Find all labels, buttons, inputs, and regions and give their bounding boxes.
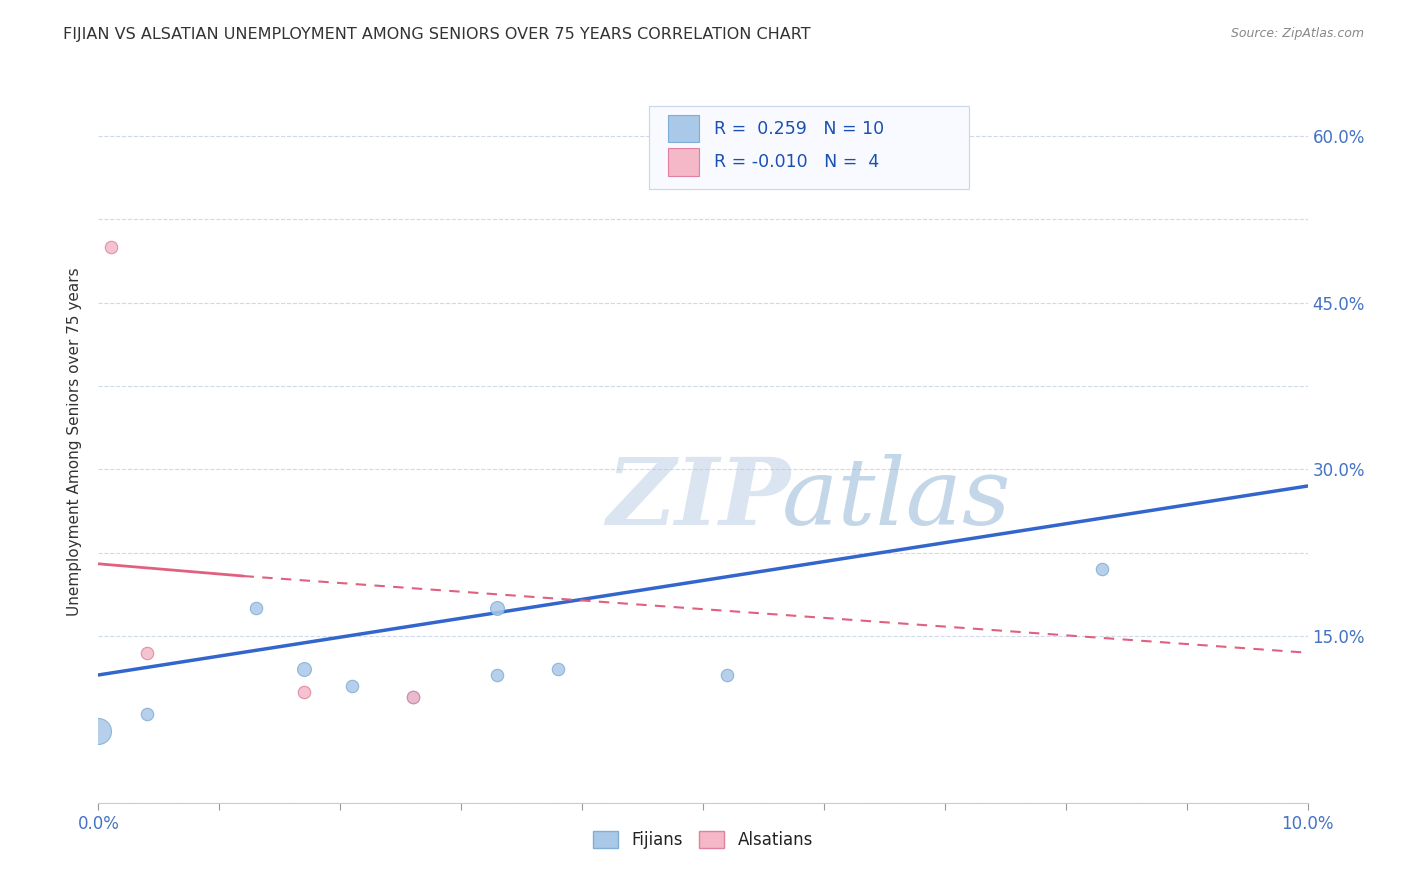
Point [402,690,425,705]
Point [292,662,315,676]
Point [292,684,315,698]
Point [342,679,364,693]
Point [135,646,157,660]
Text: Source: ZipAtlas.com: Source: ZipAtlas.com [1230,27,1364,40]
Point [716,668,738,682]
Point [1091,562,1114,576]
Point [486,601,509,615]
Y-axis label: Unemployment Among Seniors over 75 years: Unemployment Among Seniors over 75 years [67,268,83,615]
FancyBboxPatch shape [648,105,969,189]
Point [486,668,509,682]
Point [245,601,267,615]
Text: R = -0.010   N =  4: R = -0.010 N = 4 [714,153,879,171]
FancyBboxPatch shape [668,148,699,176]
Point [547,662,569,676]
Point [100,240,122,254]
Point [135,706,157,721]
Text: atlas: atlas [782,454,1011,544]
Point [402,690,425,705]
Text: FIJIAN VS ALSATIAN UNEMPLOYMENT AMONG SENIORS OVER 75 YEARS CORRELATION CHART: FIJIAN VS ALSATIAN UNEMPLOYMENT AMONG SE… [63,27,811,42]
Text: R =  0.259   N = 10: R = 0.259 N = 10 [714,120,884,137]
Legend: Fijians, Alsatians: Fijians, Alsatians [586,824,820,856]
Text: ZIP: ZIP [606,454,790,544]
FancyBboxPatch shape [668,115,699,143]
Point [87,723,110,738]
